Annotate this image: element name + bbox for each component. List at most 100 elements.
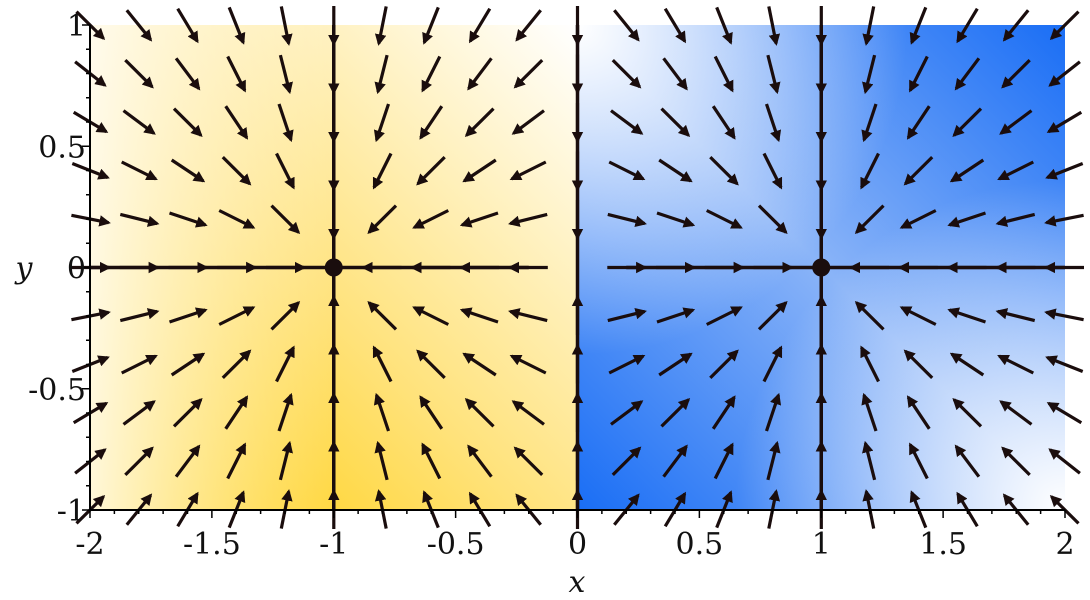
arrow bbox=[412, 209, 450, 229]
arrow bbox=[766, 440, 781, 481]
arrow bbox=[119, 308, 160, 323]
arrow bbox=[374, 6, 388, 46]
arrow bbox=[168, 307, 208, 324]
arrow bbox=[277, 103, 294, 143]
arrow bbox=[226, 55, 247, 93]
arrow bbox=[172, 107, 203, 138]
arrow bbox=[511, 400, 545, 426]
arrow bbox=[278, 54, 293, 95]
arrow bbox=[862, 6, 876, 46]
arrow bbox=[509, 354, 547, 375]
arrow bbox=[508, 212, 548, 227]
arrow bbox=[422, 6, 440, 45]
arrow bbox=[374, 440, 389, 481]
arrow bbox=[607, 212, 647, 227]
arrow bbox=[1048, 60, 1081, 87]
arrow bbox=[861, 103, 878, 143]
arrow bbox=[658, 352, 693, 377]
x-tick-label: -2 bbox=[75, 527, 104, 562]
arrow bbox=[997, 354, 1035, 375]
arrow bbox=[412, 306, 450, 326]
arrow bbox=[279, 6, 293, 46]
arrow bbox=[1044, 308, 1084, 322]
arrow bbox=[467, 444, 493, 478]
y-tick-label: 0.5 bbox=[38, 130, 86, 165]
x-tick-label: -0.5 bbox=[427, 527, 485, 562]
arrow bbox=[513, 446, 544, 477]
arrow bbox=[947, 307, 987, 324]
arrow bbox=[373, 103, 391, 143]
vector-arrows bbox=[71, 6, 1084, 529]
arrow bbox=[711, 395, 736, 430]
arrow bbox=[610, 109, 644, 135]
arrow bbox=[713, 442, 734, 480]
arrow bbox=[608, 160, 646, 181]
arrow bbox=[860, 345, 880, 383]
arrow bbox=[949, 158, 985, 183]
arrow bbox=[899, 209, 937, 229]
arrow bbox=[278, 440, 293, 481]
arrow bbox=[862, 440, 877, 481]
arrow bbox=[1048, 448, 1081, 475]
x-tick-label: 0 bbox=[568, 527, 587, 562]
x-tick-label: -1 bbox=[319, 527, 348, 562]
arrow bbox=[513, 58, 544, 89]
arrow bbox=[854, 204, 885, 235]
arrow bbox=[757, 204, 788, 235]
arrow bbox=[656, 307, 696, 324]
arrow bbox=[221, 155, 252, 186]
arrow bbox=[1045, 162, 1084, 180]
arrow bbox=[906, 395, 931, 430]
arrow bbox=[660, 107, 691, 138]
arrow bbox=[373, 392, 391, 432]
arrow bbox=[275, 345, 295, 383]
arrow bbox=[224, 395, 249, 430]
arrow bbox=[762, 152, 783, 190]
arrow bbox=[367, 300, 398, 331]
arrow bbox=[270, 300, 301, 331]
arrow bbox=[464, 397, 495, 428]
x-axis-ticks: -2 -1.5 -1 -0.5 0 0.5 1 1.5 2 bbox=[75, 510, 1075, 562]
fixed-point-1 bbox=[324, 258, 343, 277]
arrow bbox=[1001, 58, 1031, 89]
arrow bbox=[766, 54, 781, 95]
arrow bbox=[459, 211, 499, 228]
arrow bbox=[757, 300, 788, 331]
arrow bbox=[762, 345, 783, 383]
arrow bbox=[705, 306, 743, 326]
arrow bbox=[1045, 355, 1084, 373]
arrow bbox=[421, 55, 442, 93]
arrow bbox=[372, 152, 393, 190]
arrow bbox=[995, 212, 1036, 227]
arrow bbox=[462, 352, 497, 377]
arrow bbox=[124, 446, 154, 477]
arrow bbox=[613, 9, 640, 42]
arrow bbox=[709, 349, 739, 380]
arrow bbox=[125, 9, 153, 42]
arrow bbox=[467, 57, 493, 91]
arrow bbox=[419, 105, 444, 140]
arrow bbox=[172, 397, 203, 428]
x-axis-label: x bbox=[569, 565, 586, 600]
y-axis-ticks: -1 -0.5 0 0.5 1 bbox=[28, 9, 90, 529]
arrow bbox=[176, 7, 199, 44]
fixed-point-2 bbox=[812, 258, 831, 277]
arrow bbox=[509, 160, 547, 181]
arrow bbox=[372, 345, 393, 383]
arrow bbox=[908, 55, 929, 93]
y-tick-label: -0.5 bbox=[28, 373, 86, 408]
arrow bbox=[954, 444, 981, 478]
y-tick-label: 1 bbox=[67, 9, 86, 44]
arrow bbox=[174, 57, 201, 91]
arrow bbox=[709, 155, 739, 186]
x-tick-label: 2 bbox=[1055, 527, 1074, 562]
x-tick-label: 1.5 bbox=[919, 527, 967, 562]
arrow bbox=[1046, 110, 1083, 134]
arrow bbox=[611, 446, 642, 477]
arrow bbox=[608, 354, 646, 375]
arrow bbox=[1046, 401, 1083, 425]
arrow bbox=[662, 57, 688, 91]
arrow bbox=[947, 211, 987, 228]
arrow bbox=[275, 152, 295, 190]
